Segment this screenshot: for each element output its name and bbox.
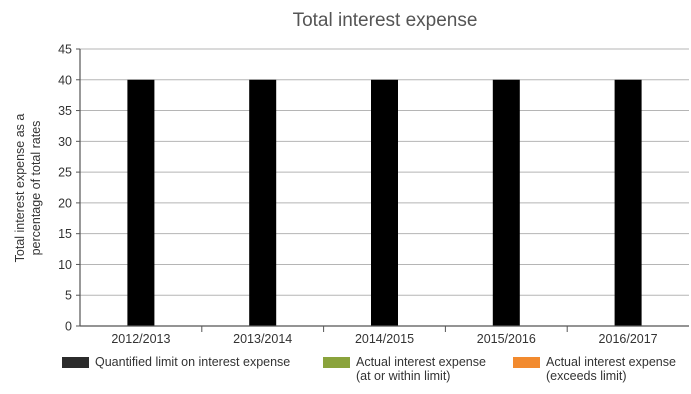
x-tick-label: 2016/2017 [599, 332, 658, 346]
bar [492, 79, 520, 327]
y-tick-label: 20 [58, 196, 72, 210]
y-tick-label: 40 [58, 73, 72, 87]
legend-swatch [323, 357, 350, 368]
y-tick-label: 15 [58, 227, 72, 241]
x-tick-label: 2013/2014 [233, 332, 292, 346]
y-tick-label: 5 [65, 289, 72, 303]
legend: Quantified limit on interest expense Actu… [62, 355, 676, 383]
y-axis-ticks: 0 5 10 15 20 25 30 35 40 45 [58, 43, 80, 334]
bars [127, 79, 642, 327]
chart-title: Total interest expense [293, 10, 478, 31]
bar [127, 79, 155, 327]
legend-label: Actual interest expense [356, 355, 486, 369]
y-tick-label: 45 [58, 43, 72, 57]
bar [249, 79, 277, 327]
y-tick-label: 30 [58, 135, 72, 149]
y-tick-label: 0 [65, 320, 72, 334]
y-axis-label-line-1: Total interest expense as a [13, 114, 27, 263]
bar [371, 79, 398, 327]
x-tick-label: 2015/2016 [477, 332, 536, 346]
legend-label: Quantified limit on interest expense [95, 355, 290, 369]
y-axis-label-line-2: percentage of total rates [29, 121, 43, 256]
y-tick-label: 10 [58, 258, 72, 272]
x-tick-label: 2012/2013 [111, 332, 170, 346]
y-tick-label: 35 [58, 104, 72, 118]
axes [79, 49, 689, 327]
legend-label: (exceeds limit) [546, 369, 627, 383]
legend-label: (at or within limit) [356, 369, 450, 383]
x-tick-label: 2014/2015 [355, 332, 414, 346]
bar [614, 79, 642, 327]
legend-swatch [513, 357, 540, 368]
x-axis-ticks: 2012/2013 2013/2014 2014/2015 2015/2016 2016… [111, 326, 658, 346]
y-tick-label: 25 [58, 166, 72, 180]
legend-label: Actual interest expense [546, 355, 676, 369]
legend-swatch [62, 357, 89, 368]
